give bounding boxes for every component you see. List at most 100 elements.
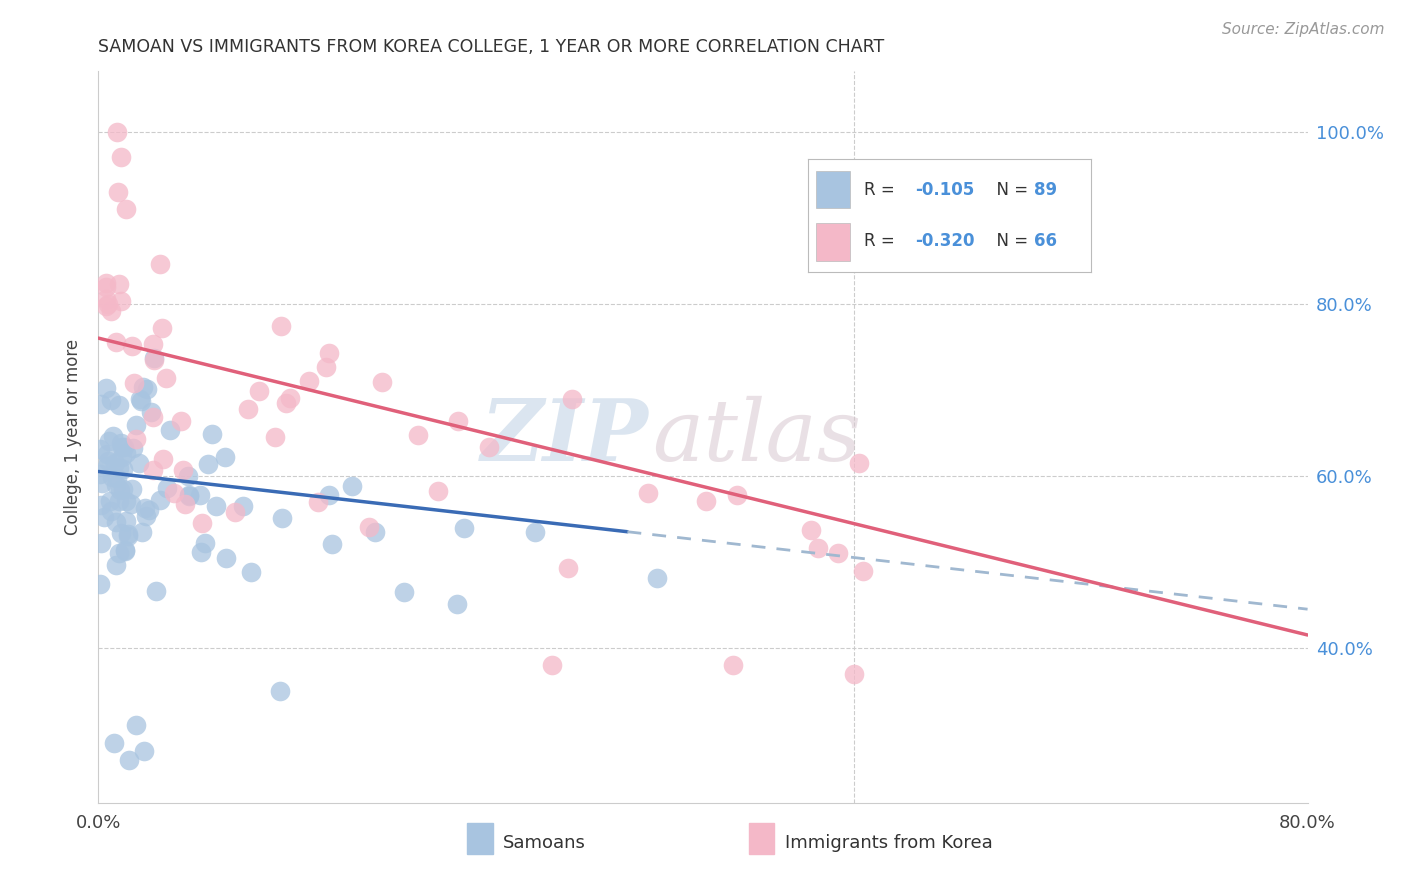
Point <box>645 571 668 585</box>
Point <box>142 351 165 365</box>
Point <box>96 447 118 461</box>
Point <box>101 429 124 443</box>
Point <box>104 334 127 349</box>
Point <box>197 457 219 471</box>
Point <box>111 482 134 496</box>
Point <box>478 440 501 454</box>
Text: SAMOAN VS IMMIGRANTS FROM KOREA COLLEGE, 1 YEAR OR MORE CORRELATION CHART: SAMOAN VS IMMIGRANTS FROM KOREA COLLEGE,… <box>98 38 884 56</box>
Point <box>270 318 292 333</box>
Point <box>104 457 127 471</box>
Point <box>100 393 122 408</box>
Point <box>94 381 117 395</box>
Point <box>359 520 381 534</box>
Point <box>142 337 165 351</box>
Point <box>156 481 179 495</box>
Text: N =: N = <box>986 181 1033 199</box>
Point <box>125 432 148 446</box>
Point <box>134 501 156 516</box>
Point <box>214 450 236 464</box>
Point <box>170 414 193 428</box>
Point <box>723 658 745 673</box>
Point <box>105 471 128 485</box>
Point <box>142 410 165 425</box>
Point <box>264 430 287 444</box>
Point <box>114 202 136 216</box>
Point <box>363 525 385 540</box>
Point <box>142 463 165 477</box>
Point <box>131 393 153 408</box>
Point <box>177 468 200 483</box>
Point <box>94 292 117 306</box>
Point <box>89 577 111 591</box>
Point <box>406 428 429 442</box>
Point <box>112 440 135 454</box>
Point <box>318 346 340 360</box>
Point <box>149 258 172 272</box>
Point <box>108 460 131 475</box>
Point <box>174 497 197 511</box>
Point <box>128 456 150 470</box>
Point <box>135 509 157 524</box>
Point <box>224 505 246 519</box>
Point <box>453 521 475 535</box>
Point <box>117 529 139 543</box>
Point <box>118 753 141 767</box>
Text: -0.105: -0.105 <box>915 181 974 199</box>
Point <box>149 493 172 508</box>
Point <box>276 396 298 410</box>
Point <box>90 397 112 411</box>
Point <box>94 279 117 293</box>
Point <box>93 510 115 524</box>
Point <box>96 458 118 473</box>
Point <box>177 488 200 502</box>
Point <box>131 524 153 539</box>
Text: Samoans: Samoans <box>503 834 585 852</box>
Point <box>150 320 173 334</box>
Point <box>121 339 143 353</box>
Point <box>114 544 136 558</box>
Point <box>97 297 120 311</box>
Point <box>111 450 134 465</box>
Point <box>278 391 301 405</box>
Point <box>100 304 122 318</box>
Point <box>101 470 124 484</box>
Point <box>138 503 160 517</box>
Point <box>114 543 136 558</box>
Point <box>98 494 121 508</box>
Point <box>540 658 562 673</box>
Point <box>852 564 875 578</box>
Point <box>446 414 468 428</box>
Point <box>427 483 450 498</box>
Point <box>97 454 120 468</box>
Point <box>110 150 132 164</box>
Point <box>152 451 174 466</box>
Point <box>188 488 211 502</box>
Point <box>117 527 139 541</box>
Point <box>89 467 111 482</box>
Point <box>110 483 132 497</box>
Point <box>120 497 142 511</box>
Text: ZIP: ZIP <box>481 395 648 479</box>
Point <box>392 584 415 599</box>
Point <box>108 277 131 291</box>
Point <box>97 434 120 448</box>
Point <box>110 293 132 308</box>
Point <box>90 498 112 512</box>
Point <box>115 494 138 508</box>
Text: N =: N = <box>986 232 1033 250</box>
Point <box>271 511 294 525</box>
Point <box>111 461 134 475</box>
Point <box>122 376 145 390</box>
FancyBboxPatch shape <box>817 223 851 260</box>
Point <box>725 488 748 502</box>
Point <box>155 370 177 384</box>
Point <box>115 514 138 528</box>
Point <box>799 523 821 537</box>
Point <box>143 352 166 367</box>
Point <box>90 536 112 550</box>
Point <box>232 499 254 513</box>
Point <box>107 398 129 412</box>
Point <box>94 276 117 290</box>
Text: R =: R = <box>865 232 900 250</box>
Point <box>129 392 152 406</box>
